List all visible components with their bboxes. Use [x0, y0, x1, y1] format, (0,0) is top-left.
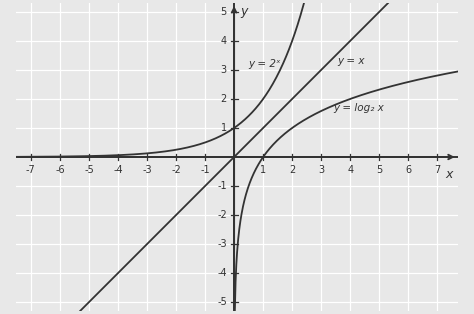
Text: y = 2ˣ: y = 2ˣ — [248, 59, 281, 69]
Text: 3: 3 — [318, 165, 324, 175]
Text: 5: 5 — [220, 7, 227, 17]
Text: 1: 1 — [221, 123, 227, 133]
Text: 4: 4 — [221, 36, 227, 46]
Text: y: y — [240, 5, 248, 18]
Text: y = log₂ x: y = log₂ x — [333, 103, 383, 112]
Text: -5: -5 — [217, 297, 227, 307]
Text: 4: 4 — [347, 165, 353, 175]
Text: -4: -4 — [217, 268, 227, 278]
Text: 3: 3 — [221, 65, 227, 75]
Text: -2: -2 — [171, 165, 181, 175]
Text: -1: -1 — [200, 165, 210, 175]
Text: 2: 2 — [220, 94, 227, 104]
Text: -5: -5 — [84, 165, 94, 175]
Text: -1: -1 — [217, 181, 227, 191]
Text: 5: 5 — [376, 165, 383, 175]
Text: -3: -3 — [217, 239, 227, 249]
Text: 7: 7 — [434, 165, 440, 175]
Text: -3: -3 — [142, 165, 152, 175]
Text: 1: 1 — [260, 165, 266, 175]
Text: y = x: y = x — [337, 56, 365, 66]
Text: 6: 6 — [405, 165, 411, 175]
Text: -6: -6 — [55, 165, 65, 175]
Text: x: x — [445, 168, 453, 181]
Text: -4: -4 — [113, 165, 123, 175]
Text: 2: 2 — [289, 165, 295, 175]
Text: -7: -7 — [26, 165, 36, 175]
Text: -2: -2 — [217, 210, 227, 220]
